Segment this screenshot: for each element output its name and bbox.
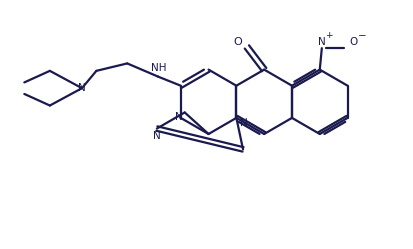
Text: O: O bbox=[233, 37, 242, 47]
Text: N: N bbox=[78, 83, 86, 93]
Text: N: N bbox=[175, 112, 183, 123]
Text: −: − bbox=[358, 31, 367, 41]
Text: N: N bbox=[318, 37, 326, 47]
Text: N: N bbox=[240, 118, 248, 128]
Text: NH: NH bbox=[151, 62, 167, 72]
Text: +: + bbox=[325, 31, 333, 40]
Text: N: N bbox=[153, 130, 161, 141]
Text: O: O bbox=[350, 37, 358, 47]
